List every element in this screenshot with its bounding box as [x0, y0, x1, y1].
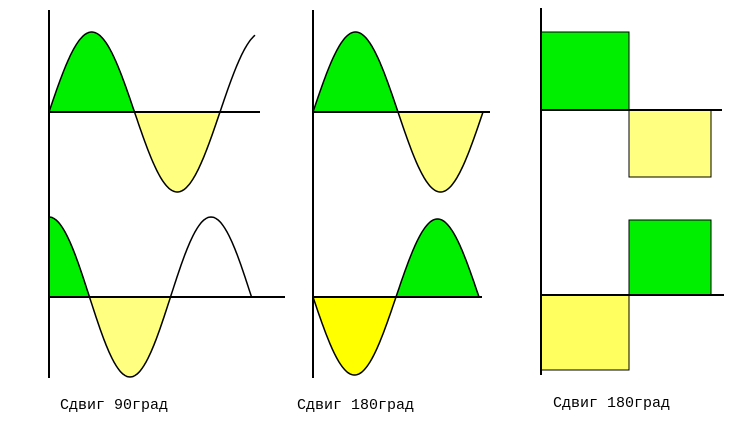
yellow-block: [540, 294, 630, 371]
green-block: [540, 31, 630, 111]
wave-fill: [396, 219, 479, 297]
wave-fill: [398, 112, 483, 192]
caption: Сдвиг 180град: [297, 397, 414, 414]
yellow-block: [628, 109, 712, 178]
wave-fill: [89, 297, 170, 377]
wave: [48, 216, 253, 378]
fills: [49, 32, 483, 377]
wave-fill: [49, 217, 90, 297]
caption: Сдвиг 180град: [553, 395, 670, 412]
wave-fill: [49, 32, 135, 112]
wave-fill: [134, 112, 220, 192]
wave-fill: [313, 32, 398, 112]
wave-fill: [313, 297, 396, 375]
green-block: [628, 219, 712, 296]
caption: Сдвиг 90град: [60, 397, 168, 414]
wave: [48, 31, 256, 193]
